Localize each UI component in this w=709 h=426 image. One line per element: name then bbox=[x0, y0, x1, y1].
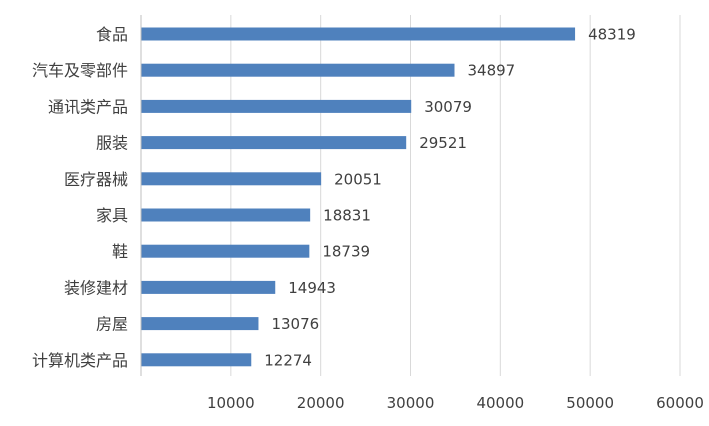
bar bbox=[141, 136, 407, 150]
category-label: 家具 bbox=[96, 206, 128, 225]
data-label: 29521 bbox=[419, 134, 467, 152]
bar bbox=[141, 208, 311, 222]
category-label: 计算机类产品 bbox=[32, 351, 128, 370]
data-label: 20051 bbox=[334, 170, 382, 188]
data-label: 18831 bbox=[323, 207, 371, 225]
bar bbox=[141, 353, 252, 367]
x-tick-label: 50000 bbox=[566, 394, 614, 412]
category-label: 鞋 bbox=[112, 242, 128, 261]
data-label: 48319 bbox=[588, 26, 636, 44]
category-label: 通讯类产品 bbox=[48, 97, 128, 116]
bar bbox=[141, 63, 455, 77]
bar bbox=[141, 172, 322, 186]
data-label: 13076 bbox=[271, 315, 319, 333]
category-label: 装修建材 bbox=[64, 278, 128, 297]
category-label: 房屋 bbox=[96, 315, 128, 334]
data-label: 14943 bbox=[288, 279, 336, 297]
bar bbox=[141, 27, 576, 41]
category-label: 服装 bbox=[96, 134, 128, 153]
x-tick-label: 20000 bbox=[297, 394, 345, 412]
category-label: 汽车及零部件 bbox=[32, 61, 128, 80]
category-label: 医疗器械 bbox=[64, 170, 128, 189]
category-label: 食品 bbox=[96, 25, 128, 44]
data-label: 12274 bbox=[264, 351, 312, 369]
data-label: 34897 bbox=[467, 62, 515, 80]
bar bbox=[141, 244, 310, 258]
bar bbox=[141, 280, 276, 294]
data-label: 18739 bbox=[322, 243, 370, 261]
labels: 10000 20000 30000 40000 50000 60000 食品 48319 汽车及… bbox=[32, 25, 704, 412]
data-label: 30079 bbox=[424, 98, 472, 116]
x-tick-label: 40000 bbox=[476, 394, 524, 412]
bar bbox=[141, 317, 259, 331]
x-tick-label: 10000 bbox=[207, 394, 255, 412]
bar bbox=[141, 99, 412, 113]
bars bbox=[141, 27, 576, 367]
x-tick-label: 60000 bbox=[656, 394, 704, 412]
x-tick-label: 30000 bbox=[387, 394, 435, 412]
